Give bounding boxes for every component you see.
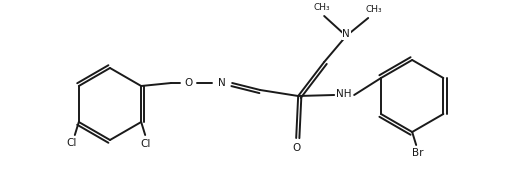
Text: Cl: Cl: [67, 138, 77, 148]
Text: N: N: [343, 29, 350, 39]
Text: Br: Br: [413, 148, 424, 158]
Text: O: O: [292, 143, 301, 153]
Text: CH₃: CH₃: [366, 4, 382, 13]
Text: NH: NH: [336, 89, 352, 99]
Text: N: N: [218, 78, 226, 88]
Text: Cl: Cl: [140, 139, 151, 149]
Text: CH₃: CH₃: [314, 2, 330, 12]
Text: O: O: [184, 78, 193, 88]
